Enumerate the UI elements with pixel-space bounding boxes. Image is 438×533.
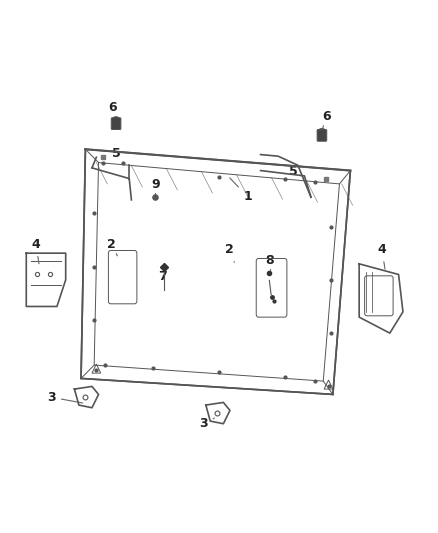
- Text: 4: 4: [378, 243, 386, 269]
- FancyBboxPatch shape: [111, 118, 121, 130]
- Text: 3: 3: [199, 417, 214, 431]
- Text: 6: 6: [322, 110, 331, 128]
- Text: 1: 1: [230, 178, 252, 203]
- Text: 6: 6: [109, 101, 117, 119]
- Text: 5: 5: [289, 165, 298, 178]
- Text: 7: 7: [159, 264, 167, 283]
- Ellipse shape: [112, 117, 120, 123]
- Text: 3: 3: [47, 391, 83, 404]
- Text: 4: 4: [32, 238, 40, 264]
- Text: 2: 2: [107, 238, 117, 256]
- Text: 9: 9: [151, 177, 160, 196]
- Text: 2: 2: [225, 243, 234, 262]
- Text: 5: 5: [112, 147, 120, 160]
- FancyBboxPatch shape: [317, 130, 327, 141]
- Ellipse shape: [318, 128, 326, 135]
- Text: 8: 8: [265, 254, 274, 271]
